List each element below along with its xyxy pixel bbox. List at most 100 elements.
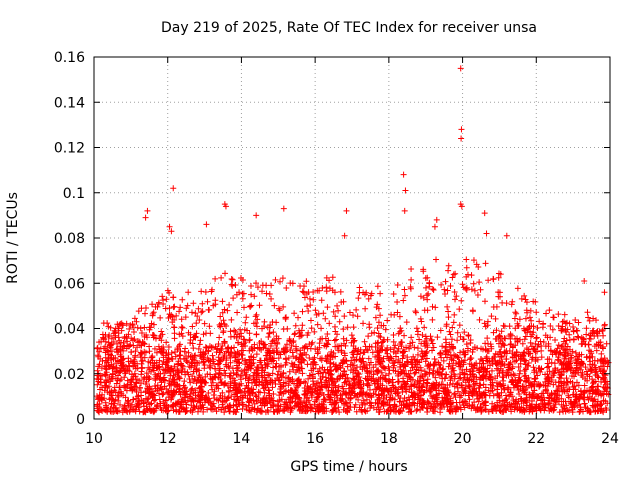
data-point	[274, 371, 281, 378]
data-point	[237, 274, 244, 281]
data-point	[503, 356, 510, 363]
data-point	[349, 388, 356, 395]
data-point	[276, 405, 283, 412]
data-point	[156, 375, 163, 382]
data-point	[507, 359, 514, 366]
data-point	[338, 395, 345, 402]
data-point	[495, 340, 502, 347]
data-point	[501, 342, 508, 349]
data-point	[479, 395, 486, 402]
data-point	[130, 396, 137, 403]
data-point	[466, 396, 473, 403]
data-point	[463, 341, 470, 348]
data-point	[337, 365, 344, 372]
data-point	[334, 375, 341, 382]
data-point	[295, 314, 302, 321]
data-point	[231, 327, 238, 334]
data-point	[401, 332, 408, 339]
data-point	[499, 358, 506, 365]
data-point	[296, 354, 303, 361]
data-point	[586, 347, 593, 354]
data-point	[514, 383, 521, 390]
data-point	[160, 376, 167, 383]
data-point	[257, 359, 264, 366]
data-point	[212, 275, 219, 282]
y-tick-label: 0.1	[63, 186, 85, 202]
data-point	[423, 292, 430, 299]
data-point	[442, 290, 449, 297]
data-point	[315, 370, 322, 377]
data-point	[282, 355, 289, 362]
data-point	[118, 320, 125, 327]
data-point	[117, 401, 124, 408]
data-point	[170, 407, 177, 414]
data-point	[473, 374, 480, 381]
data-point	[524, 402, 531, 409]
data-point	[570, 384, 577, 391]
data-point	[194, 408, 201, 415]
data-point	[322, 315, 329, 322]
data-point	[262, 399, 269, 406]
data-point	[142, 214, 149, 221]
data-point	[324, 366, 331, 373]
data-point	[146, 375, 153, 382]
data-point	[119, 409, 126, 416]
data-point	[586, 355, 593, 362]
data-point	[509, 365, 516, 372]
data-point	[419, 332, 426, 339]
data-point	[212, 301, 219, 308]
data-point	[137, 349, 144, 356]
data-point	[418, 318, 425, 325]
data-point	[236, 382, 243, 389]
data-point	[150, 321, 157, 328]
data-point	[127, 381, 134, 388]
data-point	[422, 343, 429, 350]
data-point	[368, 330, 375, 337]
data-point	[163, 350, 170, 357]
data-point	[94, 381, 101, 388]
data-point	[133, 318, 140, 325]
data-point	[551, 395, 558, 402]
data-point	[146, 324, 153, 331]
data-point	[425, 290, 432, 297]
data-point	[156, 335, 163, 342]
data-point	[375, 404, 382, 411]
data-point	[138, 371, 145, 378]
data-point	[110, 330, 117, 337]
data-point	[301, 294, 308, 301]
data-point	[229, 276, 236, 283]
data-point	[151, 382, 158, 389]
data-point	[192, 310, 199, 317]
data-point	[133, 380, 140, 387]
data-point	[231, 333, 238, 340]
x-tick-label: 22	[527, 431, 545, 447]
data-point	[364, 376, 371, 383]
data-point	[248, 302, 255, 309]
data-point	[446, 328, 453, 335]
data-point	[140, 408, 147, 415]
data-point	[248, 291, 255, 298]
data-point	[314, 393, 321, 400]
data-point	[177, 341, 184, 348]
data-point	[456, 375, 463, 382]
data-point	[326, 285, 333, 292]
data-point	[449, 324, 456, 331]
data-point	[331, 289, 338, 296]
data-point	[446, 381, 453, 388]
data-point	[452, 296, 459, 303]
data-point	[111, 384, 118, 391]
data-point	[304, 390, 311, 397]
data-point	[462, 379, 469, 386]
data-point	[350, 375, 357, 382]
data-point	[130, 329, 137, 336]
data-point	[500, 382, 507, 389]
data-point	[261, 400, 268, 407]
data-point	[269, 370, 276, 377]
data-point	[440, 384, 447, 391]
data-point	[209, 375, 216, 382]
data-point	[306, 401, 313, 408]
data-point	[108, 335, 115, 342]
data-point	[185, 289, 192, 296]
data-point	[503, 407, 510, 414]
data-point	[279, 275, 286, 282]
